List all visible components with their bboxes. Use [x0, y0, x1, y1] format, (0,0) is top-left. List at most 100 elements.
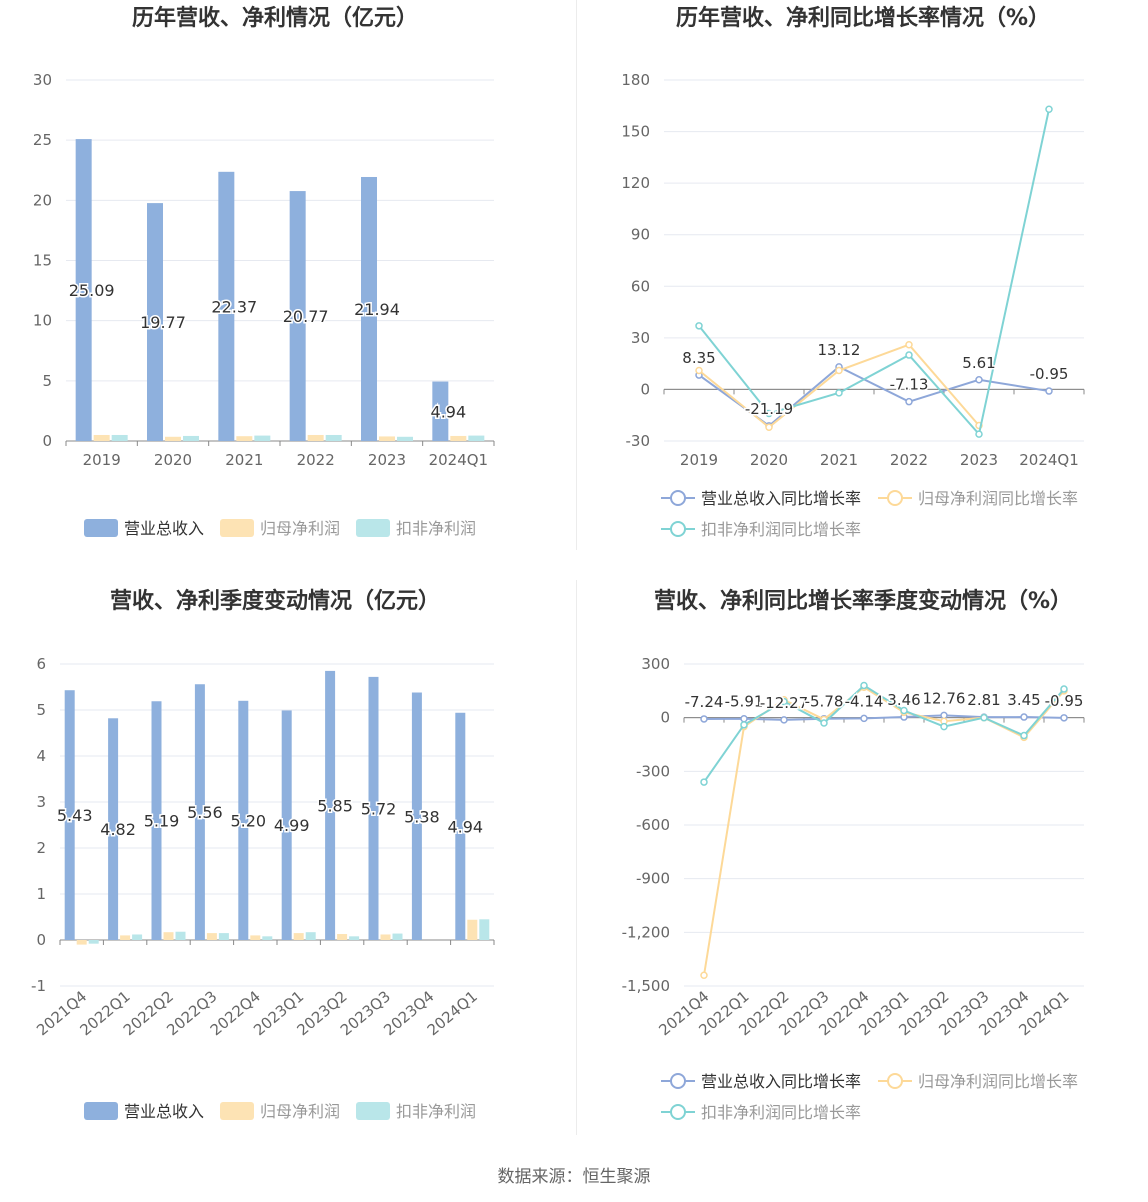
- bar-net-profit: [380, 934, 391, 940]
- x-tick-label: 2021: [820, 451, 858, 469]
- bar-revenue: [455, 712, 466, 940]
- annual-growth-rate-chart: 历年营收、净利同比增长率情况（%） -30 0 30 60 90 120 150 180 2019…: [621, 5, 1085, 539]
- bar-net-profit: [467, 919, 478, 940]
- legend-label: 归母净利润同比增长率: [918, 489, 1078, 508]
- y-tick-label: 0: [660, 709, 670, 727]
- data-point: [820, 719, 828, 727]
- x-tick-label: 2020: [750, 451, 788, 469]
- bar-data-label: 21.94: [354, 300, 400, 319]
- line-data-label: -21.19: [745, 400, 793, 418]
- data-source-note: 数据来源：恒生聚源: [497, 1167, 651, 1187]
- data-point: [765, 409, 773, 418]
- data-point: [860, 681, 868, 690]
- bar-revenue: [325, 670, 336, 940]
- legend-swatch-marker: [887, 490, 903, 506]
- y-tick-label: 5: [36, 701, 46, 719]
- line-data-label: 8.35: [682, 349, 715, 367]
- bar-revenue: [361, 176, 377, 442]
- line-data-label: -5.91: [725, 693, 764, 711]
- legend-label: 扣非净利润同比增长率: [701, 1103, 861, 1122]
- legend-label: 扣非净利润同比增长率: [701, 520, 861, 539]
- bar-deducted-profit: [183, 435, 199, 441]
- y-tick-label: 25: [33, 131, 52, 149]
- data-point: [1020, 713, 1028, 721]
- data-point: [740, 714, 748, 723]
- bar-data-label: 19.77: [140, 313, 186, 332]
- y-tick-label: 15: [33, 252, 52, 270]
- bar-data-label: 22.37: [211, 297, 257, 316]
- x-tick-label: 2021: [225, 451, 263, 469]
- y-tick-label: 1: [36, 885, 46, 903]
- data-point: [835, 366, 843, 375]
- line-data-label: -0.95: [1045, 692, 1084, 710]
- y-tick-label: -900: [636, 870, 670, 888]
- bar-deducted-profit: [479, 919, 490, 940]
- legend-label: 归母净利润: [260, 1102, 340, 1121]
- x-tick-label: 2019: [680, 451, 718, 469]
- x-tick-label: 2024Q1: [1019, 451, 1079, 469]
- bar-deducted-profit: [305, 932, 316, 940]
- data-point: [700, 778, 708, 786]
- bar-net-profit: [307, 434, 324, 441]
- legend-swatch-marker: [670, 490, 686, 506]
- quarterly-revenue-profit-chart: 营收、净利季度变动情况（亿元）-101234562021Q42022Q12022…: [31, 588, 495, 1121]
- data-point: [905, 397, 913, 406]
- line-data-label: -0.95: [1030, 365, 1069, 383]
- bar-deducted-profit: [468, 435, 485, 441]
- data-point: [975, 430, 983, 438]
- data-point: [1020, 731, 1028, 740]
- bar-net-profit: [76, 940, 87, 945]
- x-tick-label: 2022: [297, 451, 335, 469]
- bar-net-profit: [93, 434, 110, 441]
- bar-revenue: [289, 191, 306, 441]
- data-point: [905, 351, 913, 359]
- bar-deducted-profit: [392, 933, 403, 940]
- series-line-2: [703, 684, 1065, 783]
- bar-data-label: 5.72: [361, 799, 397, 818]
- bar-revenue: [147, 203, 163, 441]
- x-tick-label: 2023: [368, 451, 406, 469]
- legend-swatch: [84, 519, 118, 537]
- legend-swatch-marker: [887, 1073, 903, 1089]
- legend-label: 营业总收入: [124, 1102, 204, 1121]
- data-point: [835, 389, 843, 397]
- y-tick-label: 0: [36, 931, 46, 949]
- bar-deducted-profit: [132, 934, 143, 940]
- annual-revenue-profit-chart: 历年营收、净利情况（亿元） 0 5 10 15 20 25 30 2019 2020 2021 202…: [33, 5, 495, 538]
- bar-revenue: [238, 700, 249, 940]
- line-data-label: 2.81: [967, 691, 1000, 709]
- bar-deducted-profit: [111, 434, 128, 441]
- bar-net-profit: [293, 933, 304, 940]
- data-point: [765, 423, 773, 431]
- data-point: [740, 721, 748, 729]
- bar-net-profit: [120, 935, 131, 940]
- bar-deducted-profit: [254, 435, 271, 441]
- y-tick-label: 30: [631, 329, 650, 347]
- bar-deducted-profit: [88, 940, 99, 944]
- vertical-divider-bottom: [576, 580, 577, 1135]
- line-data-label: -5.78: [805, 693, 844, 711]
- data-point: [905, 340, 913, 349]
- line-data-label: 3.46: [887, 691, 920, 709]
- bar-data-label: 4.94: [431, 402, 467, 421]
- data-point: [700, 971, 708, 980]
- chart-title: 历年营收、净利同比增长率情况（%）: [676, 5, 1050, 31]
- data-point: [1045, 387, 1053, 395]
- bar-revenue: [75, 139, 92, 441]
- bar-data-label: 5.19: [144, 812, 180, 831]
- legend-label: 营业总收入同比增长率: [701, 1072, 861, 1091]
- line-data-label: 5.61: [962, 354, 995, 372]
- data-point: [700, 715, 708, 723]
- bar-revenue: [432, 381, 449, 441]
- legend-label: 扣非净利润: [396, 1102, 476, 1121]
- bar-revenue: [151, 701, 162, 940]
- bar-data-label: 5.20: [230, 811, 266, 830]
- data-point: [695, 366, 703, 375]
- y-tick-label: 150: [621, 123, 650, 141]
- quarterly-growth-rate-chart: 营收、净利同比增长率季度变动情况（%） -1,500 -1,200 -900 -600 -…: [622, 588, 1085, 1122]
- legend-swatch-marker: [670, 521, 686, 537]
- line-data-label: -12.27: [760, 694, 808, 712]
- bar-revenue: [64, 690, 75, 940]
- chart-title: 营收、净利同比增长率季度变动情况（%）: [654, 588, 1072, 614]
- line-data-label: 3.45: [1007, 691, 1040, 709]
